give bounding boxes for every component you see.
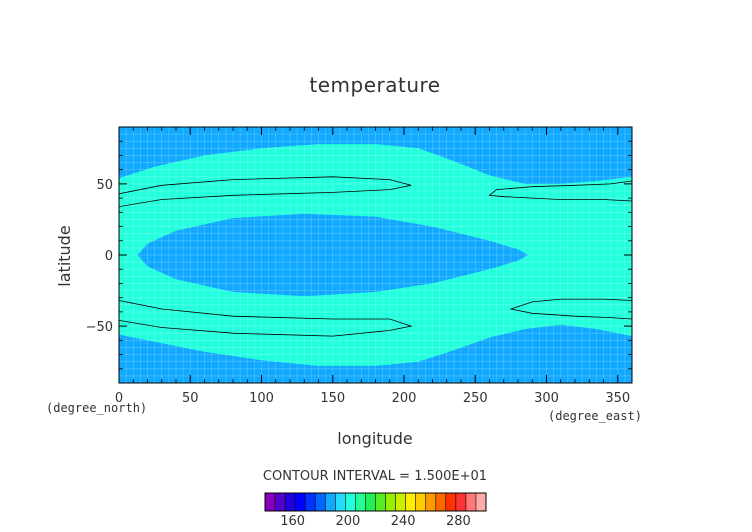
plot-area (118, 126, 633, 384)
x-axis-label: longitude (337, 429, 412, 448)
colorbar-swatch (355, 493, 366, 511)
colorbar-swatch (445, 493, 457, 511)
colorbar-swatch (465, 493, 477, 511)
x-tick-label: 200 (392, 391, 417, 406)
y-axis: −50 0 50 (86, 140, 632, 370)
colorbar-swatch (295, 493, 306, 511)
colorbar-swatch (435, 493, 447, 511)
colorbar: 160 200 240 280 (264, 492, 487, 529)
contour-line (488, 180, 633, 202)
x-unit-label: (degree_east) (548, 409, 642, 423)
colorbar-swatch (425, 493, 437, 511)
x-tick-label: 150 (320, 391, 345, 406)
x-tick-label: 350 (605, 391, 630, 406)
colorbar-tick-label: 240 (391, 514, 416, 529)
cool-core-fill (137, 213, 528, 297)
y-axis-label: latitude (55, 225, 74, 286)
colorbar-swatch (415, 493, 427, 511)
x-tick-label: 100 (249, 391, 274, 406)
colorbar-swatch (455, 493, 467, 511)
y-tick-label: 0 (105, 249, 113, 264)
colorbar-swatch (475, 493, 487, 511)
contour-line (118, 176, 412, 207)
colorbar-swatch (305, 493, 316, 511)
x-tick-label: 50 (182, 391, 199, 406)
y-tick-label: 50 (96, 178, 113, 193)
colorbar-swatch (335, 493, 346, 511)
x-tick-label: 250 (463, 391, 488, 406)
contour-interval-text: CONTOUR INTERVAL = 1.500E+01 (263, 469, 487, 484)
colorbar-swatch (275, 493, 286, 511)
x-tick-label: 300 (534, 391, 559, 406)
colorbar-swatch (265, 493, 276, 511)
x-tick-label: 0 (115, 391, 123, 406)
colorbar-swatch (365, 493, 376, 511)
chart-title: temperature (309, 73, 440, 97)
colorbar-swatch (325, 493, 336, 511)
y-tick-label: −50 (86, 320, 113, 335)
colorbar-swatch (375, 493, 386, 511)
colorbar-swatch (345, 493, 356, 511)
colorbar-swatch (315, 493, 326, 511)
colorbar-swatch (395, 493, 406, 511)
colorbar-tick-label: 160 (280, 514, 305, 529)
colorbar-swatch (405, 493, 416, 511)
colorbar-swatch (285, 493, 296, 511)
colorbar-tick-label: 200 (335, 514, 360, 529)
x-axis: 0 50 100 150 200 250 300 350 (115, 127, 630, 406)
y-unit-label: (degree_north) (46, 401, 147, 415)
contour-line (509, 298, 633, 320)
colorbar-frame (264, 492, 487, 512)
contour-line (118, 300, 413, 337)
colorbar-swatch (385, 493, 396, 511)
colorbar-tick-label: 280 (446, 514, 471, 529)
